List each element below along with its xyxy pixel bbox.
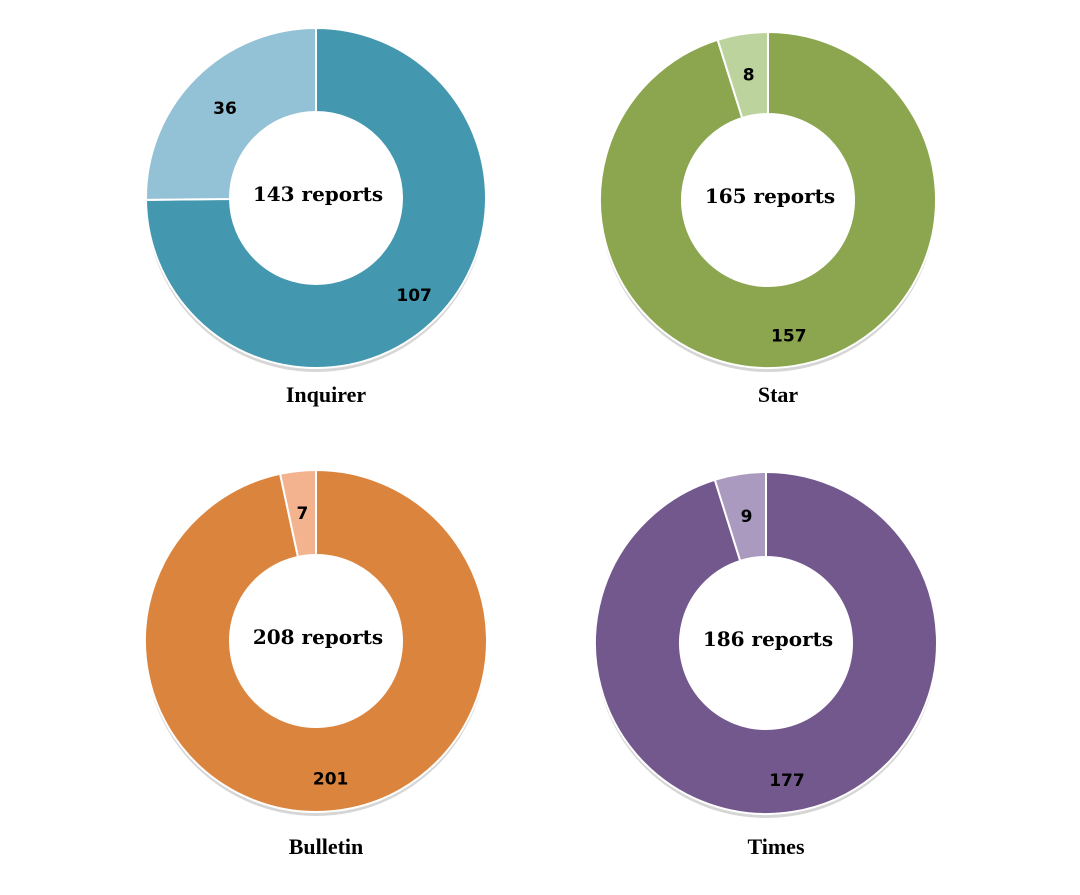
donut-chart-bulletin: 201 7 208 reports Bulletin (144, 468, 488, 859)
donut-chart-times: 177 9 186 reports Times (594, 470, 938, 859)
donut-hole (230, 112, 402, 284)
donut-hole (680, 557, 852, 729)
slice-value-label: 36 (213, 99, 237, 119)
donut-center-label: 165 reports (705, 184, 835, 208)
chart-title: Inquirer (286, 382, 367, 407)
donut-center-label: 186 reports (703, 627, 833, 651)
donut-chart-star: 157 8 165 reports Star (599, 30, 937, 407)
slice-value-label: 8 (743, 65, 755, 85)
donut-hole (682, 114, 854, 286)
slice-value-label: 177 (769, 771, 805, 791)
chart-title: Star (758, 382, 799, 407)
donut-hole (230, 555, 402, 727)
chart-title: Bulletin (289, 834, 364, 859)
donut-center-label: 208 reports (253, 625, 383, 649)
slice-value-label: 7 (297, 504, 309, 524)
donut-center-label: 143 reports (253, 182, 383, 206)
donut-chart-inquirer: 107 36 143 reports Inquirer (144, 26, 487, 407)
slice-value-label: 201 (313, 770, 349, 790)
slice-value-label: 107 (396, 286, 432, 306)
slice-value-label: 157 (771, 326, 807, 346)
slice-value-label: 9 (741, 507, 753, 527)
chart-title: Times (747, 834, 804, 859)
